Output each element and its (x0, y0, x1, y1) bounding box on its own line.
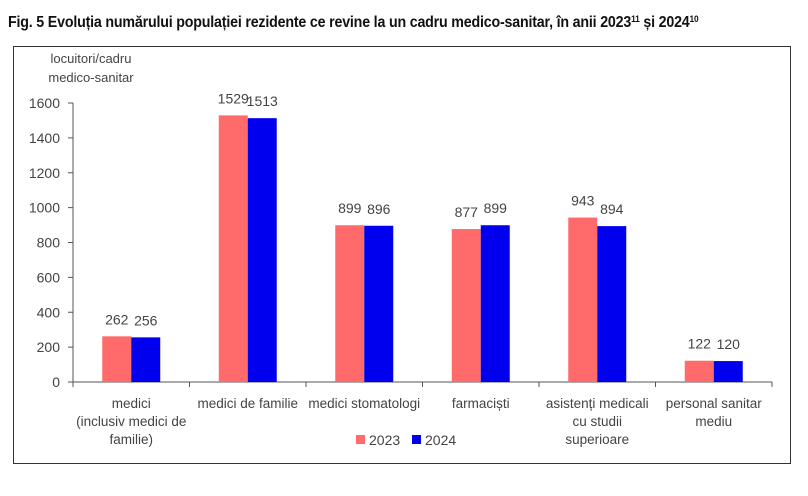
data-label-2024: 1513 (247, 93, 278, 109)
figure-title: Fig. 5 Evoluția numărului populației rez… (8, 14, 699, 32)
bar-2023 (102, 336, 132, 382)
y-axis-title-line: medico-sanitar (48, 70, 134, 85)
category-label: (inclusiv medici de (76, 414, 186, 429)
data-label-2024: 896 (367, 201, 391, 217)
y-tick-label: 400 (37, 304, 61, 320)
bar-2023 (335, 225, 365, 382)
bar-2024 (131, 337, 161, 382)
data-label-2024: 256 (134, 312, 158, 328)
data-label-2023: 877 (455, 204, 479, 220)
bar-2024 (480, 225, 510, 382)
data-label-2024: 120 (717, 336, 741, 352)
bar-2024 (597, 226, 627, 382)
category-label: superioare (565, 432, 629, 447)
category-label: asistenți medicali (546, 396, 649, 411)
category-label: farmaciști (452, 396, 510, 411)
category-label: cu studii (572, 414, 622, 429)
y-tick-label: 1200 (29, 165, 60, 181)
legend-label-2024: 2024 (425, 432, 456, 448)
y-tick-label: 800 (37, 235, 61, 251)
bar-2023 (684, 360, 714, 382)
bar-2023 (568, 217, 598, 382)
y-tick-label: 0 (52, 374, 60, 390)
category-label: medici stomatologi (308, 396, 420, 411)
category-label: medici de familie (197, 396, 298, 411)
title-footnote-2: 10 (689, 14, 699, 24)
data-label-2023: 899 (338, 200, 362, 216)
legend-swatch-2023 (356, 435, 365, 444)
category-label: familie) (109, 432, 153, 447)
legend-label-2023: 2023 (369, 432, 400, 448)
category-label: personal sanitar (666, 396, 763, 411)
category-label: mediu (695, 414, 732, 429)
bars (102, 115, 743, 383)
data-label-2023: 943 (571, 193, 595, 209)
data-label-2023: 262 (105, 311, 129, 327)
data-label-2023: 1529 (218, 90, 249, 106)
data-label-2023: 122 (688, 336, 712, 352)
bar-2023 (451, 229, 481, 382)
title-footnote-1: 11 (631, 14, 640, 24)
data-label-2024: 894 (600, 201, 624, 217)
y-tick-label: 600 (37, 269, 61, 285)
category-labels: medici (inclusiv medici de familie) medici … (76, 396, 762, 447)
y-tick-label: 200 (37, 339, 61, 355)
y-axis-title-line: locuitori/cadru (51, 51, 132, 66)
category-label: medici (112, 396, 151, 411)
legend-swatch-2024 (412, 435, 421, 444)
title-text: Fig. 5 Evoluția numărului populației rez… (8, 14, 632, 31)
title-text-2: și 2024 (639, 14, 690, 31)
bar-2024 (713, 361, 743, 382)
bar-2023 (218, 115, 248, 383)
axes: 0 200 400 600 800 1000 1200 1400 1600 (29, 95, 773, 390)
y-tick-label: 1600 (29, 95, 60, 111)
y-tick-label: 1000 (29, 200, 60, 216)
y-axis-title: locuitori/cadru medico-sanitar (48, 51, 134, 85)
data-label-2024: 899 (484, 200, 508, 216)
legend: 2023 2024 (356, 432, 456, 448)
y-tick-label: 1400 (29, 130, 60, 146)
bar-2024 (364, 225, 394, 382)
bar-2024 (247, 118, 277, 382)
chart-frame (13, 46, 791, 464)
